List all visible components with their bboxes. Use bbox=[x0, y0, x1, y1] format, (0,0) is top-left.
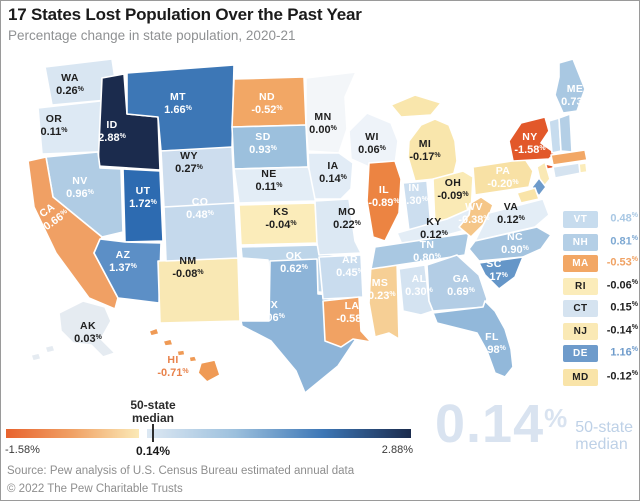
state-wi[interactable] bbox=[348, 112, 399, 168]
small-states-legend: VT 0.48% NH 0.81% MA -0.53% RI -0.06% CT 0.15% NJ -… bbox=[561, 1, 638, 401]
median-callout-label-line2: median bbox=[575, 436, 628, 453]
legend-row-ri[interactable]: RI -0.06% bbox=[561, 278, 638, 295]
state-la[interactable] bbox=[322, 296, 372, 348]
state-ri[interactable] bbox=[578, 162, 588, 174]
state-sc[interactable] bbox=[478, 256, 524, 290]
scale-median-label: 0.14% bbox=[135, 444, 171, 458]
scale-min-label: -1.58% bbox=[5, 444, 40, 456]
state-co[interactable] bbox=[163, 202, 239, 262]
state-va[interactable] bbox=[474, 198, 550, 242]
header: 17 States Lost Population Over the Past … bbox=[8, 5, 362, 43]
legend-row-nh[interactable]: NH 0.81% bbox=[561, 234, 638, 251]
state-mn[interactable] bbox=[305, 71, 357, 154]
legend-value-ct: 0.15% bbox=[610, 301, 638, 314]
state-wy[interactable] bbox=[160, 146, 236, 209]
legend-row-nj[interactable]: NJ -0.14% bbox=[561, 323, 638, 340]
legend-value-ri: -0.06% bbox=[606, 279, 638, 292]
median-title-line2: median bbox=[131, 411, 174, 425]
alaska-islands[interactable] bbox=[44, 344, 56, 354]
state-ga[interactable] bbox=[426, 254, 488, 312]
state-ma[interactable] bbox=[550, 149, 588, 166]
michigan-upper-peninsula[interactable] bbox=[390, 94, 442, 118]
state-il[interactable] bbox=[366, 160, 402, 242]
median-title: 50-state median bbox=[98, 399, 208, 425]
state-me[interactable] bbox=[554, 58, 586, 114]
legend-chip-ct: CT bbox=[563, 300, 598, 317]
legend-row-de[interactable]: DE 1.16% bbox=[561, 345, 638, 362]
state-ms[interactable] bbox=[368, 260, 400, 340]
legend-row-md[interactable]: MD -0.12% bbox=[561, 369, 638, 386]
state-ar[interactable] bbox=[318, 254, 364, 300]
state-mo[interactable] bbox=[314, 198, 362, 256]
legend-chip-vt: VT bbox=[563, 211, 598, 228]
state-ak[interactable] bbox=[58, 300, 116, 358]
legend-chip-ma: MA bbox=[563, 255, 598, 272]
page-title: 17 States Lost Population Over the Past … bbox=[8, 5, 362, 24]
alaska-islands[interactable] bbox=[30, 352, 42, 362]
legend-chip-nh: NH bbox=[563, 234, 598, 251]
legend-chip-md: MD bbox=[563, 369, 598, 386]
legend-row-vt[interactable]: VT 0.48% bbox=[561, 211, 638, 228]
median-callout-value: 0.14 bbox=[435, 394, 545, 454]
svg-text:HI: HI bbox=[167, 354, 178, 366]
state-hi[interactable] bbox=[148, 327, 221, 383]
state-ne[interactable] bbox=[233, 166, 318, 204]
state-pa[interactable] bbox=[472, 158, 534, 196]
state-nd[interactable] bbox=[231, 76, 307, 128]
legend-value-md: -0.12% bbox=[606, 370, 638, 383]
legend-chip-nj: NJ bbox=[563, 323, 598, 340]
copyright-note: © 2022 The Pew Charitable Trusts bbox=[7, 483, 183, 495]
median-title-line1: 50-state bbox=[130, 398, 176, 412]
page-subtitle: Percentage change in state population, 2… bbox=[8, 28, 296, 43]
state-fl[interactable] bbox=[432, 300, 514, 378]
colorbar-positive-segment bbox=[147, 429, 411, 438]
legend-value-nj: -0.14% bbox=[606, 324, 638, 337]
median-callout-percent: % bbox=[544, 403, 568, 433]
state-sd[interactable] bbox=[231, 124, 309, 170]
legend-chip-de: DE bbox=[563, 345, 598, 362]
state-wv[interactable] bbox=[458, 196, 494, 238]
state-tx[interactable] bbox=[240, 258, 357, 394]
scale-max-label: 2.88% bbox=[381, 444, 413, 456]
svg-text:-0.71%: -0.71% bbox=[157, 367, 189, 379]
state-mi[interactable] bbox=[407, 118, 458, 182]
state-ut[interactable] bbox=[122, 168, 164, 243]
legend-row-ct[interactable]: CT 0.15% bbox=[561, 300, 638, 317]
state-md[interactable] bbox=[516, 187, 540, 204]
source-note: Source: Pew analysis of U.S. Census Bure… bbox=[7, 465, 355, 477]
state-ny[interactable] bbox=[508, 116, 556, 162]
legend-row-ma[interactable]: MA -0.53% bbox=[561, 255, 638, 272]
state-tn[interactable] bbox=[370, 232, 470, 270]
colorbar-negative-segment bbox=[6, 429, 139, 438]
median-callout-label-line1: 50-state bbox=[575, 419, 634, 436]
state-nc[interactable] bbox=[468, 226, 552, 262]
legend-value-nh: 0.81% bbox=[610, 235, 638, 248]
legend-chip-ri: RI bbox=[563, 278, 598, 295]
legend-value-vt: 0.48% bbox=[610, 212, 638, 225]
state-in[interactable] bbox=[402, 180, 432, 232]
median-callout-label: 50-state median bbox=[575, 419, 633, 453]
state-label-hi: HI-0.71% bbox=[157, 354, 189, 379]
state-ks[interactable] bbox=[238, 202, 319, 246]
median-callout: 0.14 % 50-state median bbox=[435, 397, 633, 453]
legend-value-de: 1.16% bbox=[610, 346, 638, 359]
legend-value-ma: -0.53% bbox=[606, 256, 638, 269]
state-ia[interactable] bbox=[307, 152, 354, 200]
state-nm[interactable] bbox=[157, 257, 241, 324]
median-tick bbox=[152, 424, 154, 442]
